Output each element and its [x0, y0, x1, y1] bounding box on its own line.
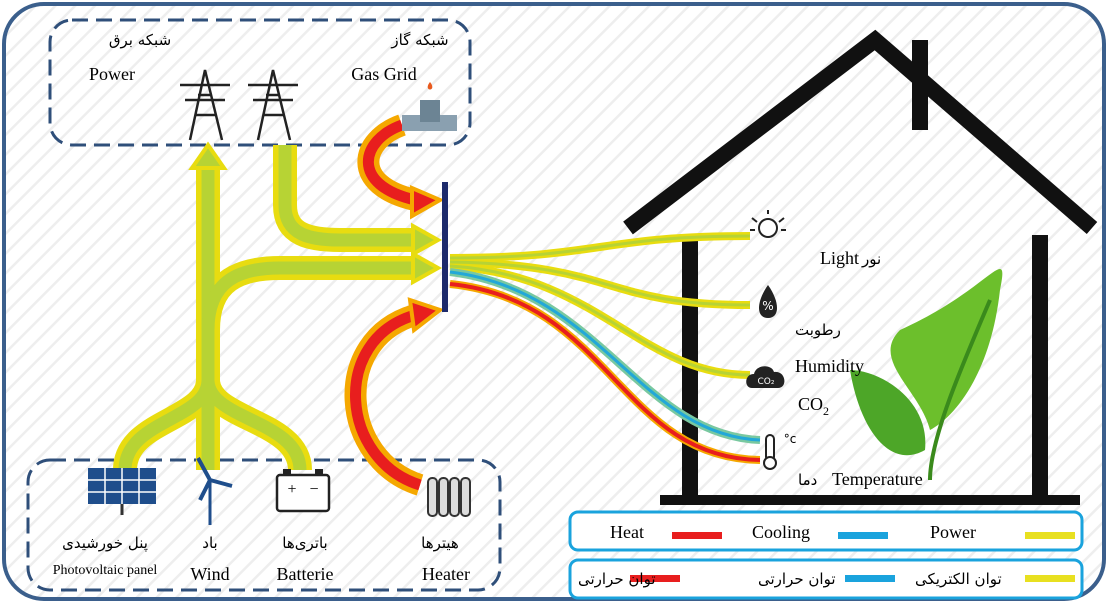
icon-text: + — [287, 481, 296, 498]
label: Batterie — [277, 564, 334, 584]
label: پنل خورشیدی — [62, 534, 148, 553]
label: Heater — [422, 564, 470, 584]
leaf — [850, 269, 1003, 481]
legend-box — [568, 510, 1084, 552]
label: Photovoltaic panel — [53, 563, 158, 578]
icon-text: − — [309, 481, 318, 498]
battery: + − — [275, 469, 331, 513]
legend-swatches — [630, 532, 1075, 582]
power-flows — [113, 145, 415, 472]
gas-valve — [402, 82, 457, 131]
label: شبکه برق — [109, 31, 171, 49]
heat-flows — [344, 114, 424, 496]
label: CO — [798, 394, 823, 414]
label: Light — [820, 248, 859, 268]
label: شبکه گاز — [390, 31, 448, 49]
heater — [427, 477, 471, 517]
legend-label: Power — [930, 522, 976, 542]
icon-text: CO₂ — [758, 377, 775, 387]
legend-label: توان حرارتی — [578, 570, 656, 588]
sensor-lines — [449, 232, 761, 464]
legend-box — [568, 558, 1084, 600]
drop: % — [759, 285, 777, 318]
power-arrowheads — [188, 141, 443, 286]
pylons — [180, 69, 298, 141]
label: دما — [798, 471, 817, 489]
label: باتری‌ها — [282, 534, 327, 552]
label: Gas Grid — [351, 64, 417, 84]
label: باد — [202, 534, 217, 552]
label: Wind — [190, 564, 229, 584]
cloud: CO₂ — [746, 366, 785, 388]
legend-label: Cooling — [752, 522, 810, 542]
label: CO2 — [798, 394, 829, 418]
label: هیترها — [421, 534, 459, 552]
legend-label: توان الکتریکی — [915, 570, 1002, 588]
legend-label: توان حرارتی — [758, 570, 836, 588]
legend-label: Heat — [610, 522, 644, 542]
solar-panel — [88, 468, 156, 515]
label: رطوبت — [795, 321, 841, 339]
icon-text: % — [762, 299, 773, 313]
thermometer: °c — [763, 432, 797, 470]
bulb — [750, 210, 786, 238]
source-box — [26, 458, 502, 592]
icon-text: °c — [784, 432, 797, 446]
label: 2 — [823, 404, 829, 418]
label: Power — [89, 64, 135, 84]
distribution-bar — [442, 182, 448, 312]
label: Humidity — [795, 356, 864, 376]
heat-arrowheads — [407, 184, 445, 334]
label: Temperature — [832, 469, 923, 489]
label: نور — [861, 250, 881, 268]
wind-turbine — [196, 457, 233, 525]
